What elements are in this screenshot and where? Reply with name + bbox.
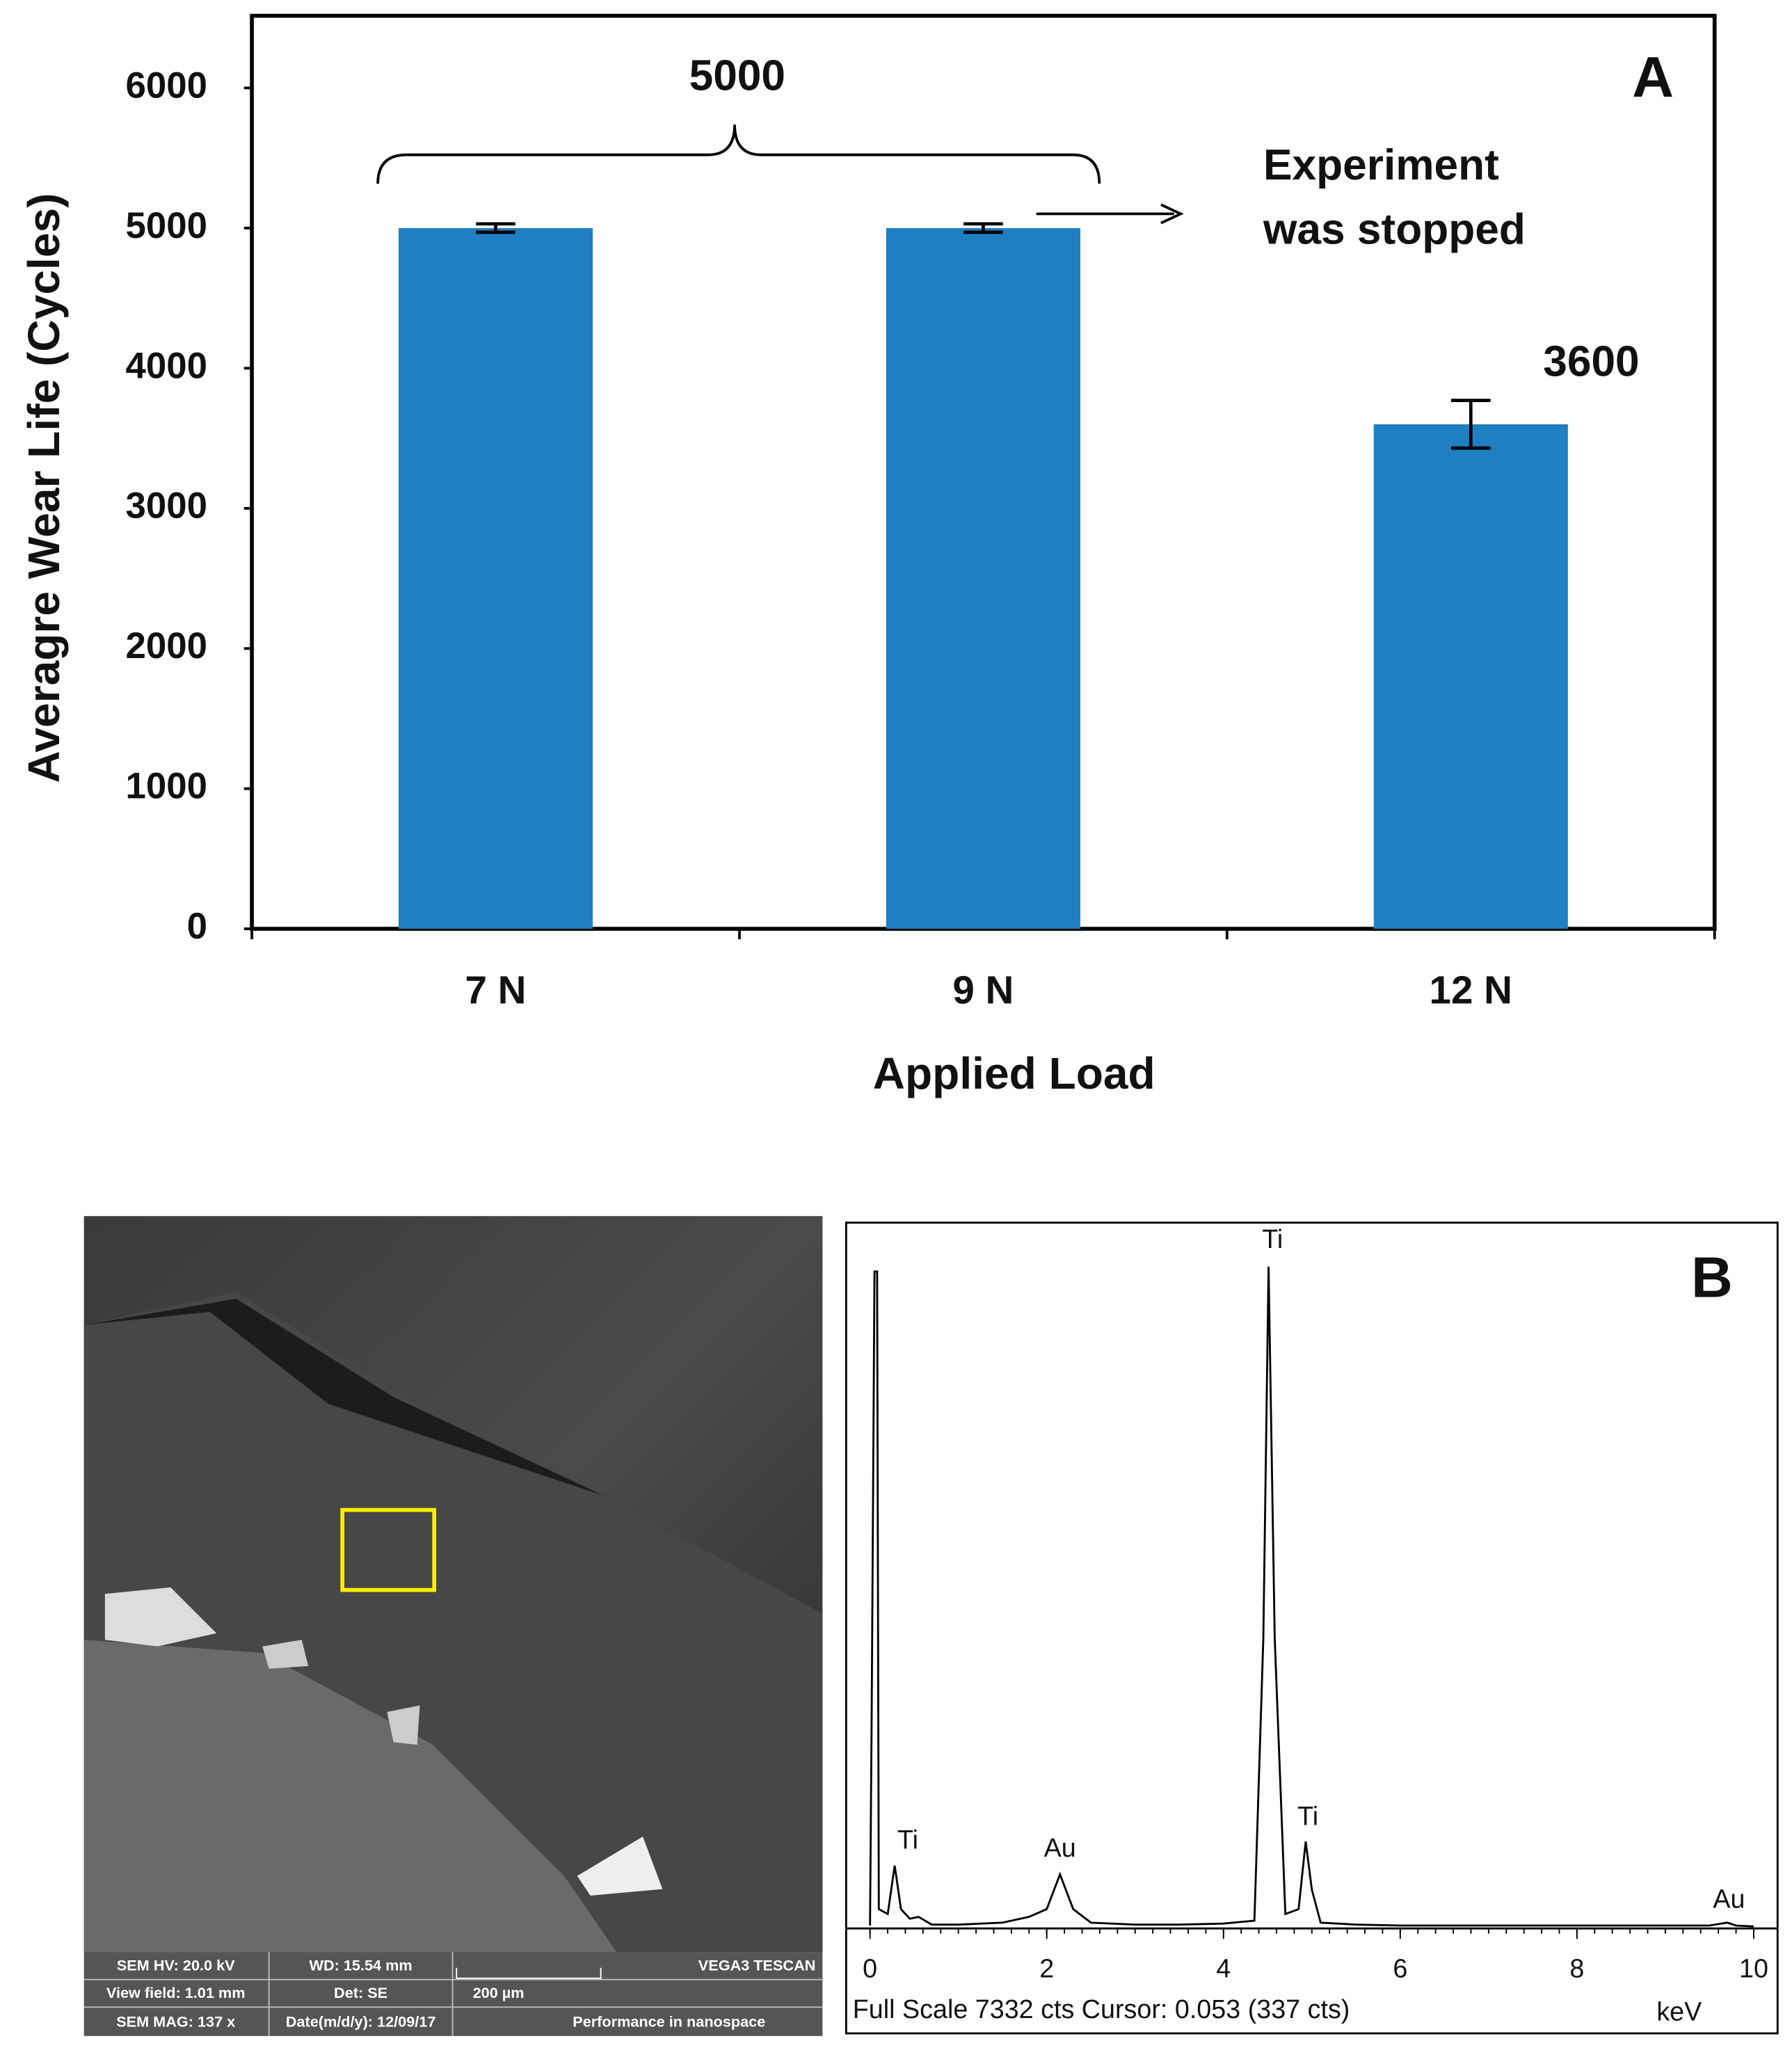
error-bar bbox=[963, 222, 1003, 234]
y-tick-label: 1000 bbox=[126, 766, 207, 807]
y-tick-label: 5000 bbox=[126, 205, 207, 246]
x-tick-label: 10 bbox=[1739, 1953, 1768, 1983]
annotation: Experiment bbox=[1263, 141, 1499, 189]
peak-label: Au bbox=[1044, 1833, 1076, 1862]
peak-label: Ti bbox=[1262, 1224, 1283, 1254]
x-tick-label: 0 bbox=[863, 1953, 877, 1983]
sem-info: View field: 1.01 mm bbox=[106, 1984, 246, 2001]
sem-info: 200 µm bbox=[473, 1984, 525, 2001]
x-tick-label: 6 bbox=[1393, 1953, 1407, 1983]
bar bbox=[886, 227, 1080, 929]
arrow bbox=[1036, 203, 1184, 225]
x-tick-label: 7 N bbox=[465, 968, 527, 1012]
sem-photo bbox=[83, 1216, 823, 2036]
y-tick-label: 0 bbox=[187, 906, 207, 947]
peak-label: Ti bbox=[1297, 1802, 1318, 1831]
annotation: was stopped bbox=[1263, 205, 1526, 253]
panel-label: B bbox=[1691, 1244, 1733, 1309]
x-axis-label: Applied Load bbox=[873, 1048, 1155, 1098]
y-tick-label: 3000 bbox=[126, 486, 207, 527]
panel-label: A bbox=[1632, 45, 1674, 109]
x-tick-label: 9 N bbox=[952, 968, 1014, 1012]
y-tick-label: 2000 bbox=[126, 625, 207, 666]
sem-info: SEM HV: 20.0 kV bbox=[117, 1957, 235, 1974]
x-unit: keV bbox=[1656, 1997, 1702, 2026]
y-axis-label: Averagre Wear Life (Cycles) bbox=[19, 193, 69, 783]
sem-info: WD: 15.54 mm bbox=[310, 1957, 413, 1974]
x-tick-label: 12 N bbox=[1430, 968, 1512, 1012]
sem-info: Det: SE bbox=[334, 1984, 387, 2001]
x-tick-label: 8 bbox=[1569, 1953, 1584, 1983]
sem-info: Date(m/d/y): 12/09/17 bbox=[286, 2013, 436, 2031]
sem-info: Performance in nanospace bbox=[573, 2013, 765, 2031]
bar bbox=[398, 227, 593, 929]
bar bbox=[1373, 424, 1568, 929]
spectrum-frame bbox=[845, 1222, 1779, 2035]
spectrum-line bbox=[869, 1266, 1754, 1928]
sem-info: SEM MAG: 137 x bbox=[116, 2013, 235, 2031]
annotation: 3600 bbox=[1543, 338, 1639, 386]
x-tick-label: 2 bbox=[1039, 1953, 1054, 1983]
y-tick-label: 4000 bbox=[126, 345, 207, 386]
annotation: 5000 bbox=[689, 52, 785, 100]
bracket bbox=[376, 125, 1101, 184]
footer: Full Scale 7332 cts Cursor: 0.053 (337 c… bbox=[853, 1994, 1350, 2024]
sem-info: VEGA3 TESCAN bbox=[698, 1957, 816, 1974]
error-bar bbox=[1451, 399, 1491, 450]
y-tick-label: 6000 bbox=[126, 65, 207, 106]
peak-label: Au bbox=[1713, 1884, 1745, 1914]
x-tick-label: 4 bbox=[1216, 1953, 1231, 1983]
peak-label: Ti bbox=[897, 1825, 918, 1855]
error-bar bbox=[476, 222, 515, 234]
